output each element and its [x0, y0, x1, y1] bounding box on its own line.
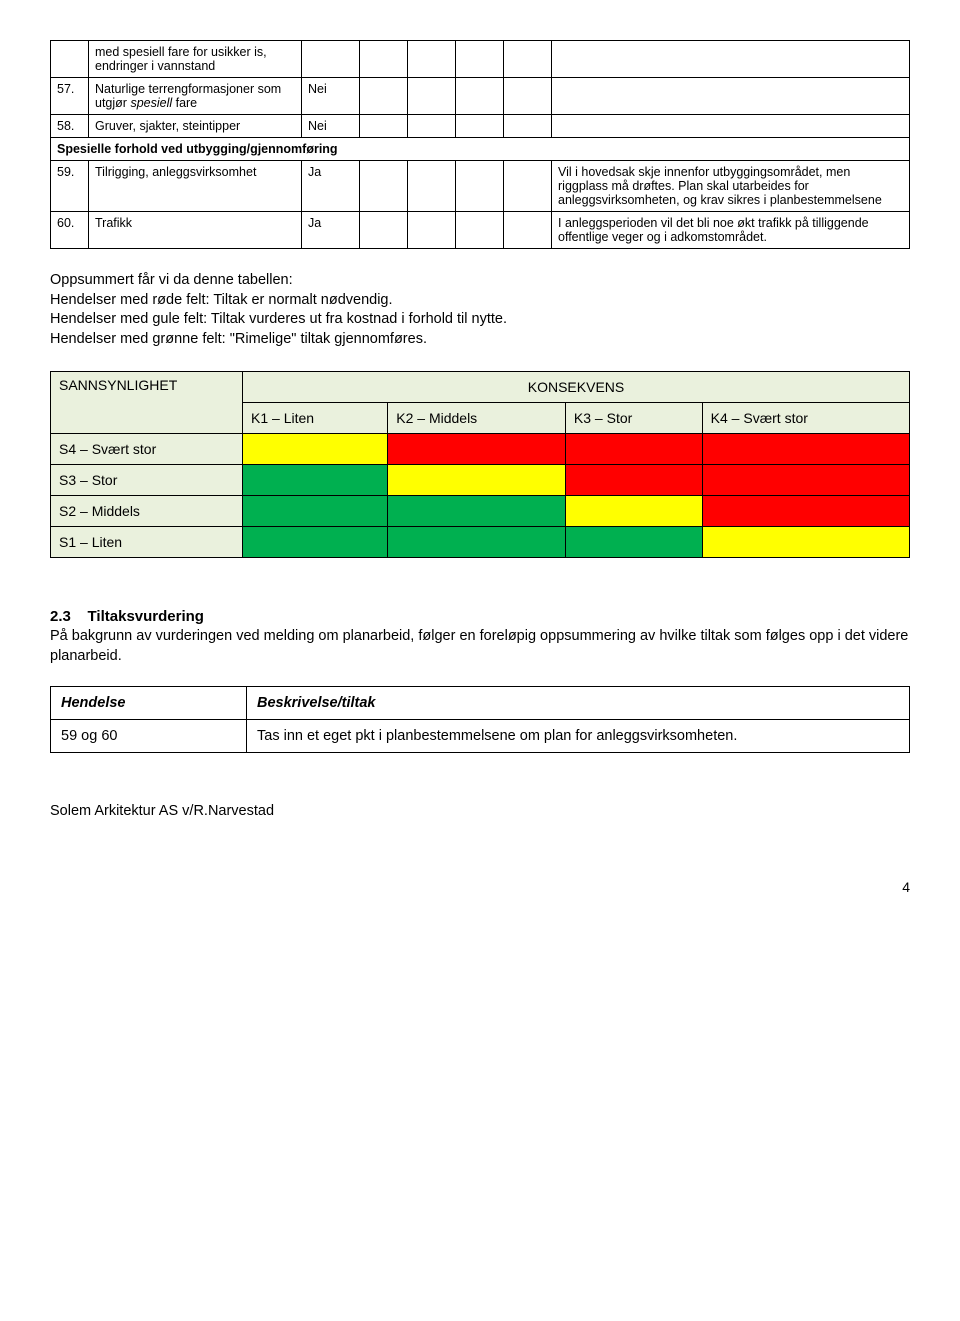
matrix-row-label: S1 – Liten	[51, 527, 243, 558]
risk-row-cell	[360, 115, 408, 138]
risk-row-cell	[456, 41, 504, 78]
matrix-row-label: S2 – Middels	[51, 496, 243, 527]
risk-section-header: Spesielle forhold ved utbygging/gjennomf…	[51, 138, 910, 161]
matrix-cell	[388, 496, 566, 527]
matrix-cell	[565, 434, 702, 465]
section-body: På bakgrunn av vurderingen ved melding o…	[50, 627, 910, 666]
matrix-cell	[243, 465, 388, 496]
risk-table-row: 57.Naturlige terrengformasjoner som utgj…	[51, 78, 910, 115]
summary-title: Oppsummert får vi da denne tabellen:	[50, 271, 910, 291]
matrix-cell	[702, 465, 909, 496]
risk-table-row: Spesielle forhold ved utbygging/gjennomf…	[51, 138, 910, 161]
risk-row-cell	[456, 161, 504, 212]
section-number: 2.3	[50, 608, 71, 625]
action-table-header: Beskrivelse/tiltak	[247, 687, 910, 720]
risk-row-value: Ja	[302, 212, 360, 249]
risk-row-cell	[360, 212, 408, 249]
risk-row-comment	[552, 78, 910, 115]
action-row-event: 59 og 60	[51, 720, 247, 753]
risk-row-label: Tilrigging, anleggsvirksomhet	[89, 161, 302, 212]
matrix-column-header: K1 – Liten	[243, 403, 388, 434]
signature-line: Solem Arkitektur AS v/R.Narvestad	[50, 803, 910, 819]
section-title-text: Tiltaksvurdering	[88, 608, 204, 625]
risk-table-row: 59.Tilrigging, anleggsvirksomhetJa Vil i …	[51, 161, 910, 212]
matrix-column-header: K3 – Stor	[565, 403, 702, 434]
matrix-row-label: S4 – Svært stor	[51, 434, 243, 465]
summary-line-yellow: Hendelser med gule felt: Tiltak vurderes…	[50, 310, 910, 330]
matrix-cell	[388, 465, 566, 496]
risk-matrix-table: SANNSYNLIGHETKONSEKVENSK1 – LitenK2 – Mi…	[50, 371, 910, 558]
risk-row-comment	[552, 41, 910, 78]
risk-row-cell	[456, 212, 504, 249]
risk-row-number: 58.	[51, 115, 89, 138]
risk-row-cell	[504, 115, 552, 138]
risk-row-value: Nei	[302, 78, 360, 115]
matrix-cell	[565, 496, 702, 527]
risk-row-cell	[408, 78, 456, 115]
risk-row-cell	[408, 41, 456, 78]
matrix-cell	[565, 527, 702, 558]
risk-row-cell	[456, 115, 504, 138]
matrix-cell	[702, 434, 909, 465]
summary-block: Oppsummert får vi da denne tabellen: Hen…	[50, 271, 910, 349]
action-table-header: Hendelse	[51, 687, 247, 720]
risk-row-comment: I anleggsperioden vil det bli noe økt tr…	[552, 212, 910, 249]
risk-row-number: 57.	[51, 78, 89, 115]
matrix-cell	[243, 434, 388, 465]
matrix-row: S1 – Liten	[51, 527, 910, 558]
page-number: 4	[50, 879, 910, 895]
summary-line-red: Hendelser med røde felt: Tiltak er norma…	[50, 291, 910, 311]
risk-row-number	[51, 41, 89, 78]
risk-row-cell	[504, 41, 552, 78]
action-table: HendelseBeskrivelse/tiltak59 og 60Tas in…	[50, 686, 910, 753]
risk-row-cell	[360, 41, 408, 78]
risk-row-cell	[360, 78, 408, 115]
risk-row-cell	[408, 115, 456, 138]
action-table-row: 59 og 60Tas inn et eget pkt i planbestem…	[51, 720, 910, 753]
risk-row-label: Gruver, sjakter, steintipper	[89, 115, 302, 138]
risk-row-cell	[504, 212, 552, 249]
section-heading: 2.3 Tiltaksvurdering	[50, 608, 910, 625]
risk-row-number: 60.	[51, 212, 89, 249]
matrix-cell	[565, 465, 702, 496]
risk-row-cell	[408, 212, 456, 249]
matrix-column-header: K4 – Svært stor	[702, 403, 909, 434]
risk-row-label: Naturlige terrengformasjoner som utgjør …	[89, 78, 302, 115]
risk-table-row: med spesiell fare for usikker is, endrin…	[51, 41, 910, 78]
risk-row-comment: Vil i hovedsak skje innenfor utbyggingso…	[552, 161, 910, 212]
risk-row-cell	[504, 161, 552, 212]
matrix-cell	[388, 434, 566, 465]
matrix-row-label: S3 – Stor	[51, 465, 243, 496]
matrix-row: S2 – Middels	[51, 496, 910, 527]
risk-row-value	[302, 41, 360, 78]
matrix-cell	[702, 496, 909, 527]
risk-row-comment	[552, 115, 910, 138]
risk-row-cell	[360, 161, 408, 212]
risk-row-cell	[504, 78, 552, 115]
risk-assessment-table: med spesiell fare for usikker is, endrin…	[50, 40, 910, 249]
risk-table-row: 58.Gruver, sjakter, steintipperNei	[51, 115, 910, 138]
matrix-column-header: K2 – Middels	[388, 403, 566, 434]
risk-row-cell	[408, 161, 456, 212]
risk-row-cell	[456, 78, 504, 115]
matrix-cell	[388, 527, 566, 558]
matrix-prob-header: SANNSYNLIGHET	[51, 372, 243, 434]
summary-line-green: Hendelser med grønne felt: "Rimelige" ti…	[50, 330, 910, 350]
matrix-row: S4 – Svært stor	[51, 434, 910, 465]
matrix-cell	[702, 527, 909, 558]
matrix-cons-header: KONSEKVENS	[243, 372, 910, 403]
matrix-cell	[243, 527, 388, 558]
risk-table-row: 60.TrafikkJa I anleggsperioden vil det bl…	[51, 212, 910, 249]
matrix-cell	[243, 496, 388, 527]
action-row-description: Tas inn et eget pkt i planbestemmelsene …	[247, 720, 910, 753]
risk-row-label: med spesiell fare for usikker is, endrin…	[89, 41, 302, 78]
risk-row-value: Ja	[302, 161, 360, 212]
matrix-row: S3 – Stor	[51, 465, 910, 496]
risk-row-value: Nei	[302, 115, 360, 138]
risk-row-number: 59.	[51, 161, 89, 212]
risk-row-label: Trafikk	[89, 212, 302, 249]
